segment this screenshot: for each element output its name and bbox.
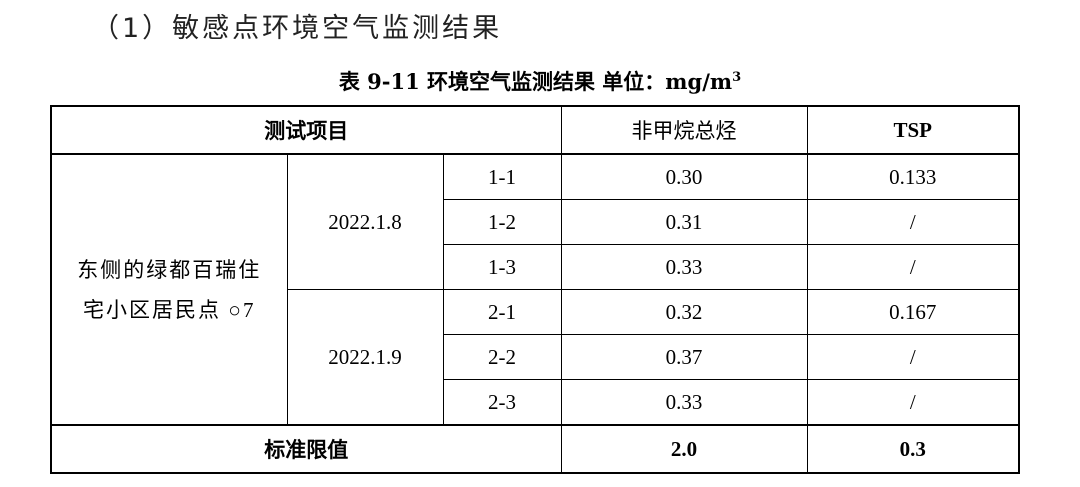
section-heading: （1）敏感点环境空气监测结果 [92, 13, 503, 44]
limit-label: 标准限值 [50, 424, 562, 474]
nmhc-value: 0.31 [560, 199, 808, 245]
table-row: 1-2 0.31 / [51, 199, 1020, 245]
tsp-value: 0.133 [806, 153, 1020, 200]
sample-id: 1-2 [442, 199, 562, 245]
tsp-value: / [806, 244, 1020, 290]
nmhc-value: 0.32 [560, 289, 808, 335]
table-row: 2-3 0.33 / [51, 379, 1020, 426]
nmhc-value: 0.37 [560, 334, 808, 380]
date-cell: 2022.1.9 [286, 289, 444, 426]
tsp-value: / [806, 379, 1020, 426]
header-tsp: TSP [806, 105, 1020, 155]
limit-nmhc: 2.0 [560, 424, 808, 474]
sample-id: 2-2 [442, 334, 562, 380]
caption-superscript: 3 [732, 70, 742, 85]
table-row: 1-3 0.33 / [51, 244, 1020, 290]
table-caption: 表 9-11 环境空气监测结果 单位：mg/m3 [0, 66, 1080, 96]
tsp-value: / [806, 199, 1020, 245]
table-row: 2-2 0.37 / [51, 334, 1020, 380]
site-line-1: 东侧的绿都百瑞住 [77, 257, 262, 282]
limit-row: 标准限值 2.0 0.3 [50, 424, 1020, 474]
limit-tsp: 0.3 [806, 424, 1020, 474]
sample-id: 2-1 [442, 289, 562, 335]
site-cell: 东侧的绿都百瑞住 宅小区居民点 ○7 [50, 153, 288, 426]
sample-id: 1-1 [442, 153, 562, 200]
caption-text: 表 9-11 环境空气监测结果 单位：mg/m [338, 69, 733, 94]
sample-id: 2-3 [442, 379, 562, 426]
nmhc-value: 0.33 [560, 379, 808, 426]
table-header-row: 测试项目 非甲烷总烃 TSP [50, 105, 1020, 155]
tsp-value: / [806, 334, 1020, 380]
nmhc-value: 0.30 [560, 153, 808, 200]
site-line-2: 宅小区居民点 ○7 [83, 297, 256, 322]
date-cell: 2022.1.8 [286, 153, 444, 290]
tsp-value: 0.167 [806, 289, 1020, 335]
table-row: 2022.1.9 2-1 0.32 0.167 [51, 289, 1020, 426]
header-item: 测试项目 [50, 105, 562, 155]
nmhc-value: 0.33 [560, 244, 808, 290]
header-nmhc: 非甲烷总烃 [560, 105, 808, 155]
sample-id: 1-3 [442, 244, 562, 290]
table-row: 东侧的绿都百瑞住 宅小区居民点 ○7 2022.1.8 1-1 0.30 0.13… [50, 153, 1020, 426]
air-monitoring-table: 测试项目 非甲烷总烃 TSP 东侧的绿都百瑞住 宅小区居民点 ○7 2022.1.… [50, 105, 1020, 474]
